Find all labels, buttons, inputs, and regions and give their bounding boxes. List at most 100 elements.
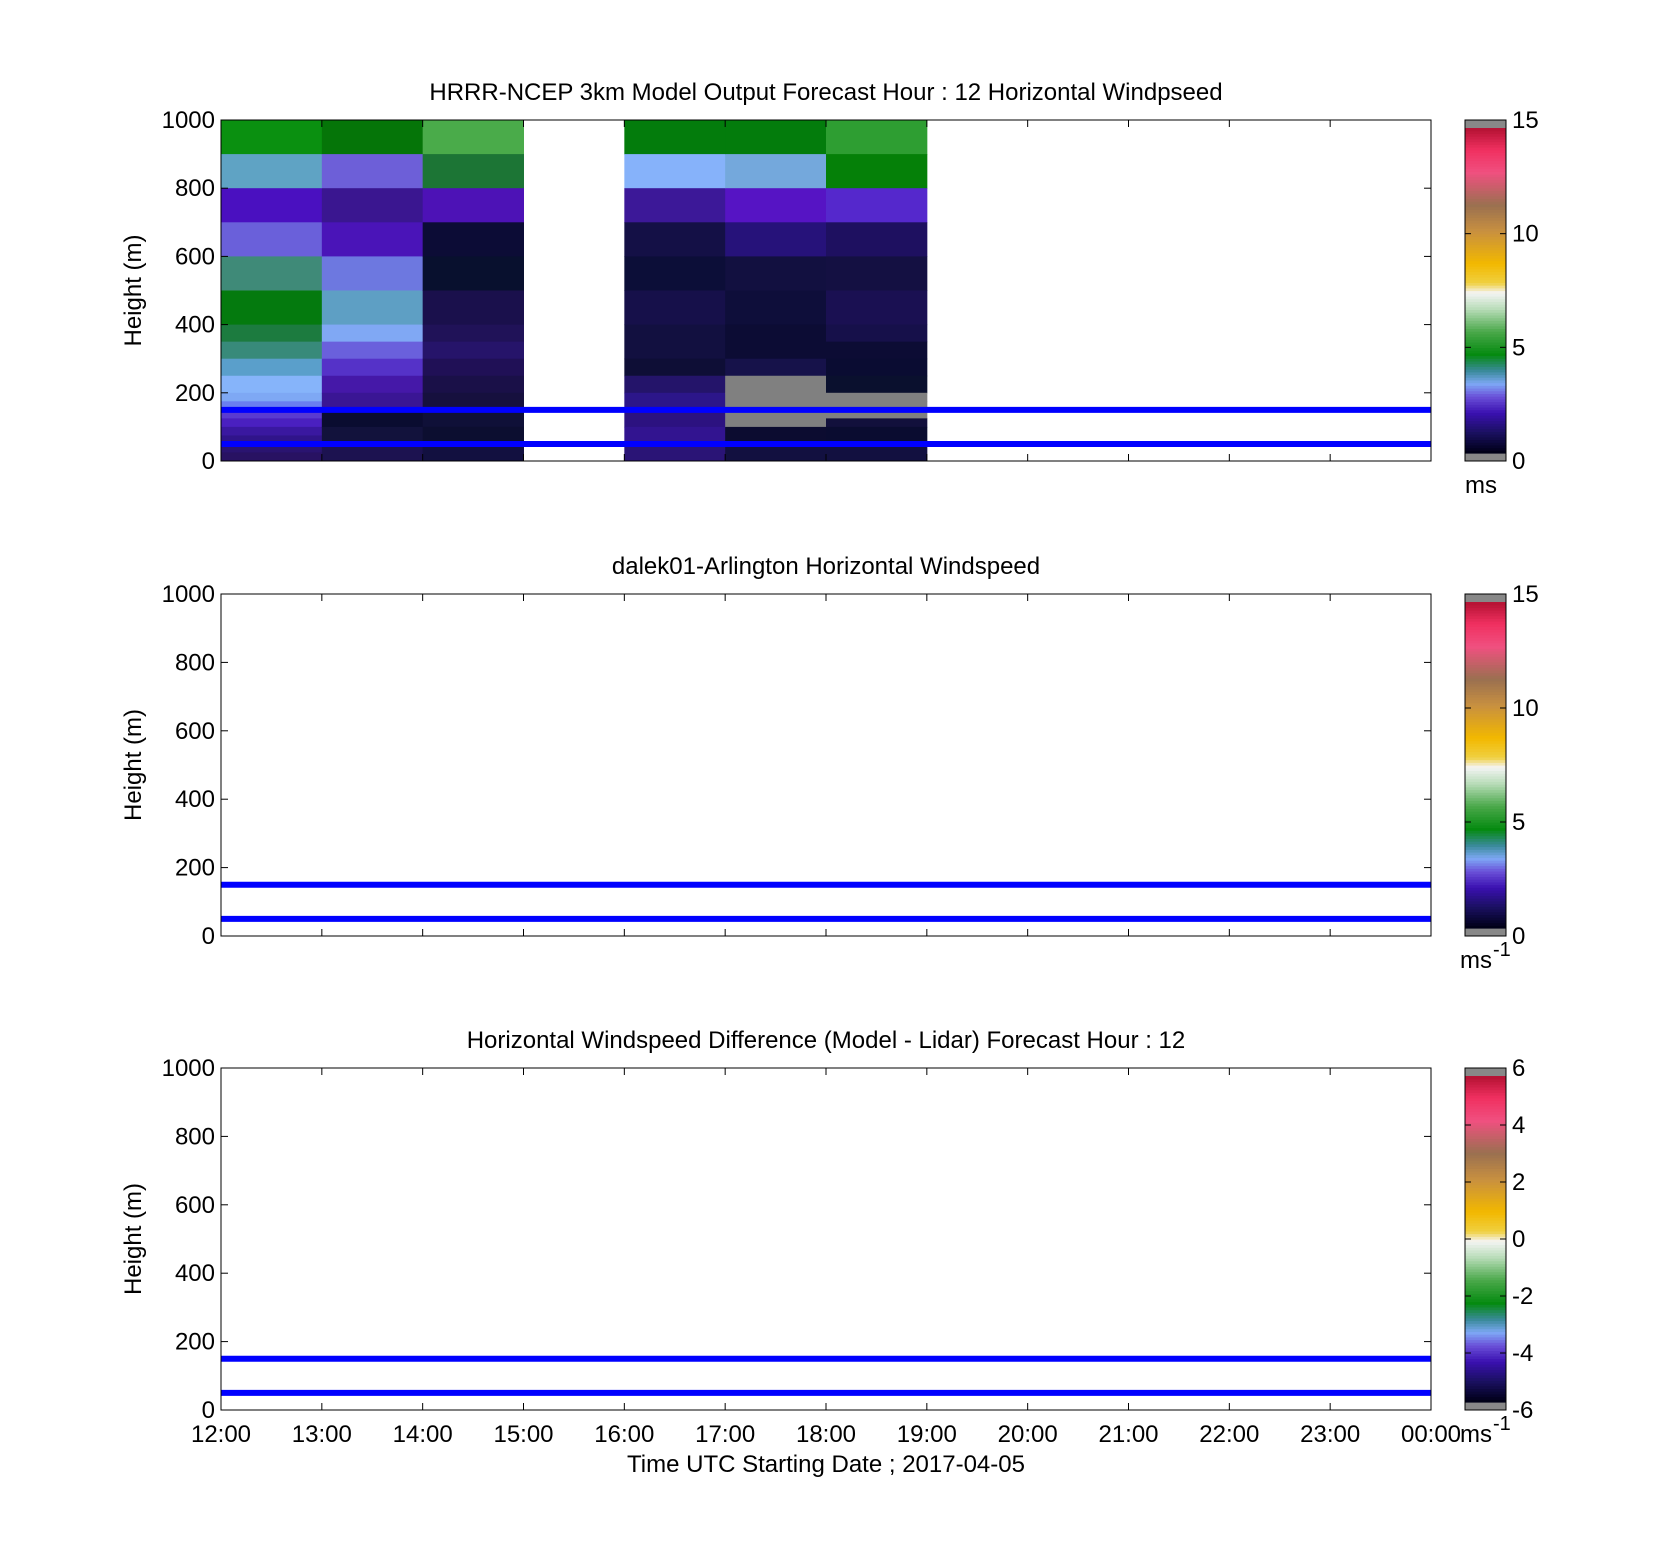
colorbar-segment [1465, 1274, 1506, 1278]
colorbar-segment [1465, 917, 1506, 921]
colorbar-segment [1465, 393, 1506, 397]
colorbar-segment [1465, 851, 1506, 856]
colorbar-segment [1465, 908, 1506, 913]
colorbar-segment [1465, 401, 1506, 405]
heatmap-cell [826, 256, 928, 291]
colorbar-segment [1465, 1154, 1506, 1159]
colorbar-segment [1465, 1146, 1506, 1150]
colorbar-segment [1465, 1078, 1506, 1083]
colorbar-tick-label: 5 [1512, 809, 1525, 836]
y-tick-label: 600 [175, 718, 215, 745]
y-tick-label: 200 [175, 1329, 215, 1356]
colorbar-segment [1465, 1173, 1506, 1178]
colorbar-segment [1465, 388, 1506, 392]
heatmap-cell [624, 120, 726, 155]
colorbar-segment [1465, 645, 1506, 649]
colorbar-segment [1465, 751, 1506, 755]
colorbar-segment [1465, 260, 1506, 265]
colorbar-segment [1465, 293, 1506, 297]
colorbar-segment [1465, 1141, 1506, 1145]
colorbar-segment [1465, 659, 1506, 663]
colorbar-segment [1465, 1200, 1506, 1205]
colorbar-segment [1465, 618, 1506, 622]
colorbar-segment [1465, 152, 1506, 156]
colorbar-segment [1465, 792, 1506, 796]
colorbar-segment [1465, 634, 1506, 638]
colorbar-segment [1465, 176, 1506, 181]
colorbar-segment [1465, 230, 1506, 235]
colorbar-segment [1465, 794, 1506, 799]
colorbar-segment [1465, 892, 1506, 896]
x-axis-label: Time UTC Starting Date ; 2017-04-05 [627, 1451, 1025, 1478]
colorbar-segment [1465, 130, 1506, 135]
colorbar-segment [1465, 290, 1506, 294]
heatmap-cell [624, 154, 726, 189]
colorbar-segment [1465, 789, 1506, 793]
colorbar-segment [1465, 1244, 1506, 1248]
colorbar-segment [1465, 377, 1506, 381]
colorbar-segment [1465, 778, 1506, 782]
y-axis-label: Height (m) [120, 1183, 147, 1295]
colorbar-segment [1465, 1298, 1506, 1303]
colorbar-segment [1465, 425, 1506, 430]
colorbar-segment [1465, 691, 1506, 695]
colorbar-tick-label: 5 [1512, 334, 1525, 361]
heatmap-cell [624, 409, 726, 428]
colorbar-segment [1465, 669, 1506, 674]
colorbar-segment [1465, 832, 1506, 837]
colorbar-segment [1465, 331, 1506, 335]
colorbar-segment [1465, 604, 1506, 609]
chart-title: HRRR-NCEP 3km Model Output Forecast Hour… [429, 79, 1222, 106]
colorbar-segment [1465, 1260, 1506, 1265]
heatmap-cell [221, 401, 323, 411]
colorbar-segment [1465, 819, 1506, 823]
colorbar-segment [1465, 258, 1506, 262]
colorbar-segment [1465, 128, 1506, 132]
colorbar-segment [1465, 239, 1506, 243]
colorbar-segment [1465, 759, 1506, 763]
y-tick-label: 200 [175, 380, 215, 407]
heatmap-cell [221, 443, 323, 453]
colorbar-segment [1465, 835, 1506, 839]
x-tick-label: 14:00 [393, 1421, 453, 1448]
colorbar-segment [1465, 803, 1506, 807]
colorbar-segment [1465, 1239, 1506, 1243]
colorbar-segment [1465, 710, 1506, 714]
colorbar-segment [1465, 631, 1506, 636]
colorbar-segment [1465, 797, 1506, 801]
heatmap-cell [826, 188, 928, 223]
colorbar-segment [1465, 271, 1506, 275]
colorbar-segment [1465, 610, 1506, 614]
colorbar-tick-label: 4 [1512, 1112, 1525, 1139]
colorbar-segment [1465, 1108, 1506, 1112]
colorbar-segment [1465, 1249, 1506, 1254]
colorbar-segment [1465, 1103, 1506, 1107]
colorbar-segment [1465, 390, 1506, 395]
chart-title: Horizontal Windspeed Difference (Model -… [467, 1027, 1186, 1054]
colorbar-segment [1465, 650, 1506, 655]
colorbar-segment [1465, 1258, 1506, 1262]
colorbar-segment [1465, 138, 1506, 143]
heatmap-cell [624, 426, 726, 445]
colorbar-segment [1465, 1162, 1506, 1167]
heatmap-cell [321, 120, 424, 155]
colorbar-segment [1465, 187, 1506, 191]
colorbar-segment [1465, 385, 1506, 389]
colorbar-segment [1465, 705, 1506, 709]
colorbar-segment [1465, 396, 1506, 400]
colorbar-segment [1465, 895, 1506, 899]
colorbar-segment [1465, 1092, 1506, 1096]
colorbar-segment [1465, 206, 1506, 210]
colorbar-segment [1465, 911, 1506, 916]
heatmap-cell [725, 256, 827, 291]
colorbar-segment [1465, 1342, 1506, 1346]
colorbar-segment [1465, 1233, 1506, 1237]
colorbar-segment [1465, 1097, 1506, 1102]
colorbar-segment [1465, 236, 1506, 240]
colorbar-segment [1465, 423, 1506, 427]
colorbar-frame [1464, 593, 1507, 937]
heatmap-cell [725, 120, 827, 155]
heatmap-cell [725, 154, 827, 189]
colorbar-segment [1465, 629, 1506, 633]
heatmap-cell [624, 375, 726, 394]
